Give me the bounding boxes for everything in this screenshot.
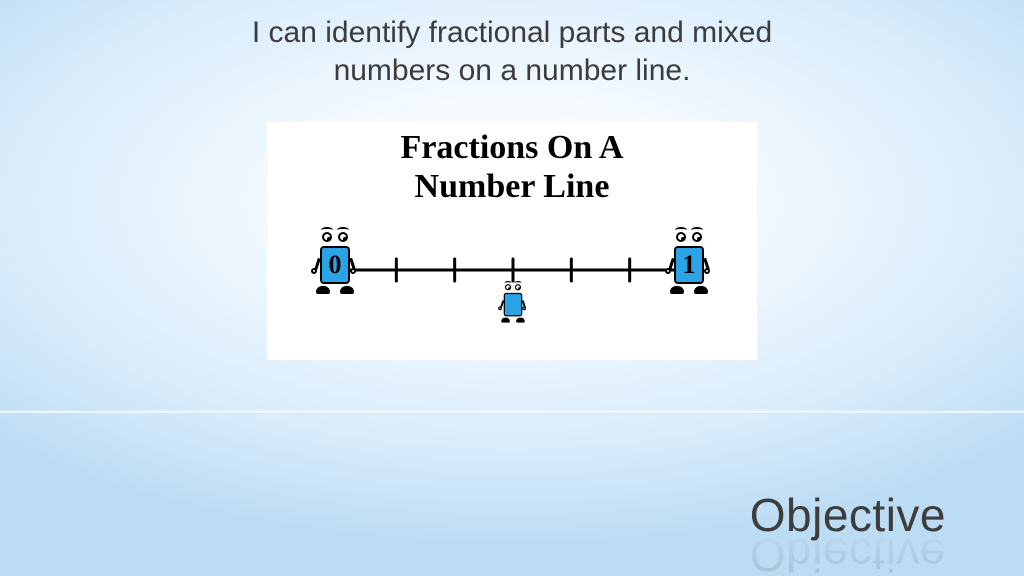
character-zero: 0 — [312, 228, 358, 300]
character-zero-label: 0 — [320, 246, 350, 284]
illustration-heading: Fractions On A Number Line — [267, 128, 757, 206]
character-one-label: 1 — [674, 246, 704, 284]
illustration-heading-line2: Number Line — [415, 168, 610, 205]
slide-title-line1: I can identify fractional parts and mixe… — [252, 16, 772, 49]
footer-title-reflection: Objective — [750, 528, 946, 576]
character-mid-body — [504, 293, 523, 317]
illustration-card: Fractions On A Number Line 0 1 — [267, 122, 757, 360]
illustration-heading-line1: Fractions On A — [401, 129, 624, 166]
slide-title-line2: numbers on a number line. — [334, 54, 691, 87]
character-mid — [499, 282, 528, 327]
slide-title: I can identify fractional parts and mixe… — [0, 14, 1024, 89]
numberline-graphic: 0 1 — [302, 220, 722, 330]
horizon-divider — [0, 410, 1024, 414]
character-one: 1 — [666, 228, 712, 300]
